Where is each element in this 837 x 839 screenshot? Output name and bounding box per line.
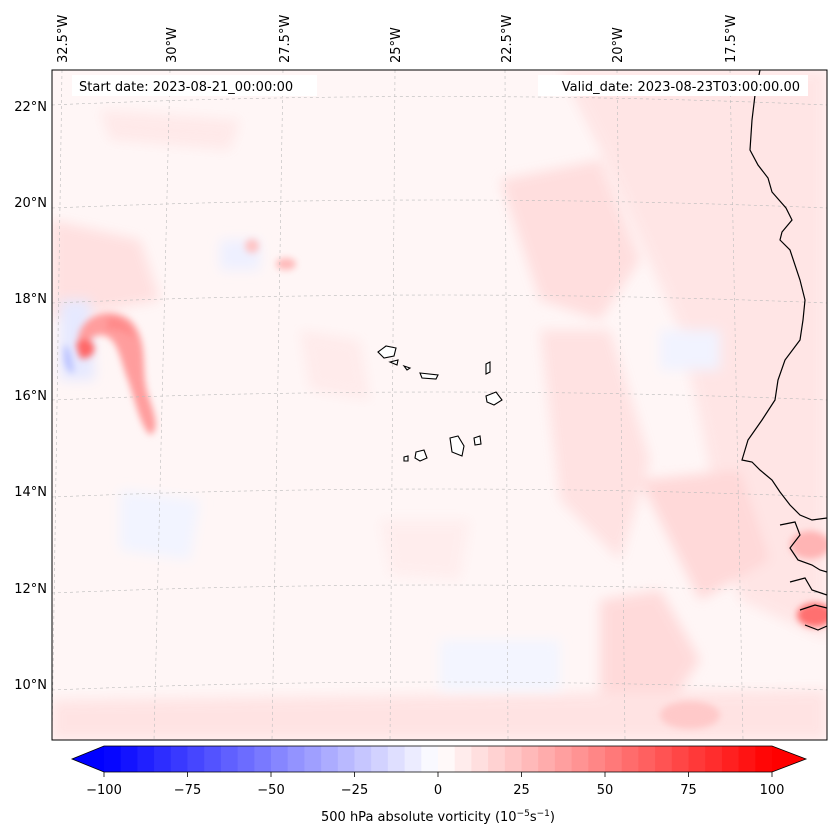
- colorbar-segment: [237, 746, 255, 772]
- island-maio: [473, 435, 482, 446]
- colorbar-high-extend: [772, 746, 806, 772]
- colorbar-tick-label: 50: [597, 783, 614, 798]
- colorbar: −100 −75 −50 −25 0 25 50 75 100 500 hPa absolute…: [70, 745, 808, 825]
- colorbar-tick-label: 100: [760, 783, 785, 798]
- island-brava: [403, 455, 409, 462]
- coastline: [741, 70, 827, 631]
- colorbar-segment: [438, 746, 456, 772]
- colorbar-segment: [187, 746, 205, 772]
- island-boa-vista: [485, 391, 503, 406]
- colorbar-segment: [655, 746, 673, 772]
- colorbar-segment: [287, 746, 305, 772]
- colorbar-segment: [170, 746, 188, 772]
- graticule: [52, 70, 827, 740]
- colorbar-segment: [738, 746, 756, 772]
- island-fogo: [414, 449, 428, 462]
- colorbar-segment: [421, 746, 439, 772]
- vorticity-field: [52, 70, 827, 740]
- colorbar-segment: [304, 746, 322, 772]
- colorbar-segment: [371, 746, 389, 772]
- colorbar-segment: [321, 746, 339, 772]
- lon-label: 32.5°W: [56, 15, 71, 63]
- lat-label: 16°N: [14, 389, 47, 404]
- valid-date-box: [538, 75, 808, 96]
- colorbar-low-extend: [72, 746, 104, 772]
- colorbar-segment: [387, 746, 405, 772]
- island-santo-antao: [377, 345, 397, 359]
- lat-label: 18°N: [14, 292, 47, 307]
- lon-label: 30°W: [165, 27, 180, 63]
- colorbar-segment: [521, 746, 539, 772]
- latitude-labels: 22°N 20°N 18°N 16°N 14°N 12°N 10°N: [14, 100, 47, 693]
- lat-label: 22°N: [14, 100, 47, 115]
- colorbar-segment: [454, 746, 472, 772]
- colorbar-segment: [137, 746, 155, 772]
- longitude-labels: 32.5°W 30°W 27.5°W 25°W 22.5°W 20°W 17.5…: [56, 15, 739, 63]
- colorbar-segment: [688, 746, 706, 772]
- lat-label: 12°N: [14, 582, 47, 597]
- colorbar-segment: [254, 746, 272, 772]
- colorbar-tick-label: −25: [341, 783, 368, 798]
- colorbar-segment: [571, 746, 589, 772]
- colorbar-segment: [721, 746, 739, 772]
- cape-verde-islands: [377, 345, 503, 462]
- colorbar-segment: [488, 746, 506, 772]
- colorbar-segment: [354, 746, 372, 772]
- island-sao-nicolau: [419, 372, 439, 380]
- colorbar-segment: [638, 746, 656, 772]
- colorbar-tick-label: −75: [174, 783, 201, 798]
- colorbar-segment: [671, 746, 689, 772]
- valid-date-label: Valid_date: 2023-08-23T03:00:00.00: [562, 80, 800, 95]
- colorbar-segment: [154, 746, 172, 772]
- island-sal: [485, 361, 491, 375]
- colorbar-segment: [621, 746, 639, 772]
- lat-label: 10°N: [14, 678, 47, 693]
- lon-label: 17.5°W: [724, 15, 739, 63]
- island-sao-vicente: [388, 359, 399, 366]
- colorbar-segment: [538, 746, 556, 772]
- island-santa-luzia: [402, 364, 412, 371]
- island-santiago: [449, 435, 465, 457]
- colorbar-segment: [404, 746, 422, 772]
- lon-label: 22.5°W: [500, 15, 515, 63]
- colorbar-ticks: −100 −75 −50 −25 0 25 50 75 100: [86, 772, 784, 798]
- colorbar-segment: [504, 746, 522, 772]
- lat-label: 20°N: [14, 196, 47, 211]
- colorbar-segment: [104, 746, 122, 772]
- start-date-label: Start date: 2023-08-21_00:00:00: [79, 80, 293, 95]
- lat-label: 14°N: [14, 485, 47, 500]
- lon-label: 27.5°W: [278, 15, 293, 63]
- colorbar-tick-label: 0: [434, 783, 442, 798]
- colorbar-tick-label: −50: [257, 783, 284, 798]
- colorbar-segment: [220, 746, 238, 772]
- colorbar-segment: [554, 746, 572, 772]
- colorbar-tick-label: 25: [513, 783, 530, 798]
- colorbar-segment: [120, 746, 138, 772]
- colorbar-tick-label: −100: [86, 783, 122, 798]
- lon-label: 20°W: [611, 27, 626, 63]
- colorbar-segment: [588, 746, 606, 772]
- lon-label: 25°W: [389, 27, 404, 63]
- start-date-box: [72, 75, 317, 96]
- colorbar-segments: [104, 746, 773, 772]
- colorbar-segment: [471, 746, 489, 772]
- colorbar-segment: [271, 746, 289, 772]
- colorbar-label: 500 hPa absolute vorticity (10−5s−1): [321, 809, 555, 825]
- colorbar-segment: [755, 746, 773, 772]
- colorbar-tick-label: 75: [680, 783, 697, 798]
- colorbar-segment: [605, 746, 623, 772]
- map-frame: [51, 69, 828, 741]
- colorbar-segment: [705, 746, 723, 772]
- colorbar-segment: [204, 746, 222, 772]
- colorbar-segment: [337, 746, 355, 772]
